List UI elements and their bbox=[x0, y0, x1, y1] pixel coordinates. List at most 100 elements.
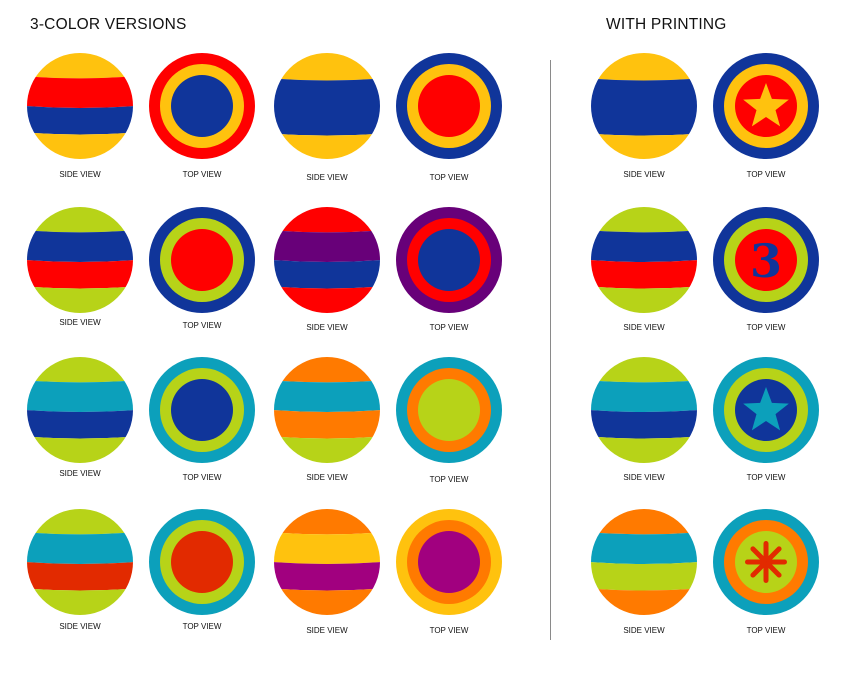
ball-side-view bbox=[274, 509, 380, 615]
ball-top-view bbox=[149, 207, 255, 313]
ball-ring bbox=[171, 229, 233, 291]
ball-top-view bbox=[149, 509, 255, 615]
ball-band bbox=[591, 437, 697, 464]
ball-ring bbox=[418, 379, 480, 441]
ball-band bbox=[591, 509, 697, 534]
ball-side-view bbox=[27, 357, 133, 463]
side-view-graphic bbox=[591, 357, 697, 463]
side-view-graphic bbox=[591, 53, 697, 159]
ball-band bbox=[591, 532, 697, 564]
side-view-caption: SIDE VIEW bbox=[267, 173, 387, 182]
ball-band bbox=[274, 287, 380, 314]
side-view-caption: SIDE VIEW bbox=[267, 473, 387, 482]
ball-top-view bbox=[396, 53, 502, 159]
ball-band bbox=[591, 589, 697, 616]
side-view-graphic bbox=[27, 357, 133, 463]
top-view-caption: TOP VIEW bbox=[706, 473, 826, 482]
number-print: 3 bbox=[750, 234, 782, 288]
ball-side-view bbox=[591, 357, 697, 463]
top-view-caption: TOP VIEW bbox=[389, 475, 509, 484]
ball-side-view bbox=[27, 509, 133, 615]
ball-ring bbox=[418, 75, 480, 137]
heading-with-printing: WITH PRINTING bbox=[606, 16, 727, 34]
ball-band bbox=[27, 133, 133, 160]
ball-top-view bbox=[713, 509, 819, 615]
top-view-graphic: 3 bbox=[713, 207, 819, 313]
ball-top-view bbox=[149, 357, 255, 463]
ball-band bbox=[274, 78, 380, 135]
top-view-graphic bbox=[149, 207, 255, 313]
ball-band bbox=[591, 207, 697, 232]
top-view-graphic bbox=[396, 53, 502, 159]
section-divider bbox=[550, 60, 551, 640]
ball-side-view bbox=[27, 207, 133, 313]
ball-band bbox=[27, 106, 133, 135]
heading-3-color-versions: 3-COLOR VERSIONS bbox=[30, 16, 187, 34]
ball-band bbox=[591, 357, 697, 382]
ball-band bbox=[27, 509, 133, 534]
top-view-caption: TOP VIEW bbox=[389, 323, 509, 332]
side-view-caption: SIDE VIEW bbox=[20, 318, 140, 327]
ball-band bbox=[274, 357, 380, 382]
ball-side-view bbox=[27, 53, 133, 159]
top-view-graphic bbox=[396, 357, 502, 463]
ball-ring bbox=[171, 531, 233, 593]
ball-top-view bbox=[713, 53, 819, 159]
top-view-caption: TOP VIEW bbox=[706, 323, 826, 332]
ball-band bbox=[274, 230, 380, 262]
ball-band bbox=[274, 380, 380, 412]
ball-side-view bbox=[591, 509, 697, 615]
side-view-caption: SIDE VIEW bbox=[267, 323, 387, 332]
ball-band bbox=[27, 357, 133, 382]
ball-band bbox=[27, 260, 133, 289]
ball-side-view bbox=[274, 53, 380, 159]
ball-band bbox=[274, 410, 380, 439]
top-view-caption: TOP VIEW bbox=[389, 626, 509, 635]
ball-side-view bbox=[274, 207, 380, 313]
ball-band bbox=[591, 134, 697, 159]
side-view-graphic bbox=[591, 509, 697, 615]
asterisk-print bbox=[745, 541, 787, 583]
top-view-caption: TOP VIEW bbox=[389, 173, 509, 182]
ball-band bbox=[27, 410, 133, 439]
ball-band bbox=[27, 287, 133, 314]
ball-ring bbox=[171, 379, 233, 441]
top-view-caption: TOP VIEW bbox=[142, 321, 262, 330]
side-view-graphic bbox=[27, 509, 133, 615]
ball-top-view: 3 bbox=[713, 207, 819, 313]
ball-top-view bbox=[713, 357, 819, 463]
ball-top-view bbox=[396, 509, 502, 615]
ball-top-view bbox=[396, 357, 502, 463]
ball-band bbox=[27, 207, 133, 232]
side-view-caption: SIDE VIEW bbox=[267, 626, 387, 635]
ball-band bbox=[591, 287, 697, 314]
ball-side-view bbox=[591, 207, 697, 313]
side-view-graphic bbox=[591, 207, 697, 313]
top-view-graphic bbox=[396, 509, 502, 615]
ball-band bbox=[27, 230, 133, 262]
ball-ring bbox=[418, 229, 480, 291]
ball-band bbox=[274, 134, 380, 159]
top-view-caption: TOP VIEW bbox=[706, 626, 826, 635]
side-view-graphic bbox=[27, 207, 133, 313]
ball-top-view bbox=[149, 53, 255, 159]
ball-band bbox=[27, 437, 133, 464]
ball-band bbox=[591, 53, 697, 80]
ball-band bbox=[274, 532, 380, 564]
side-view-caption: SIDE VIEW bbox=[584, 170, 704, 179]
top-view-graphic bbox=[713, 357, 819, 463]
ball-band bbox=[274, 207, 380, 232]
side-view-caption: SIDE VIEW bbox=[584, 473, 704, 482]
ball-band bbox=[591, 78, 697, 135]
top-view-caption: TOP VIEW bbox=[142, 170, 262, 179]
ball-ring bbox=[418, 531, 480, 593]
side-view-graphic bbox=[274, 509, 380, 615]
ball-band bbox=[274, 260, 380, 289]
ball-ring bbox=[171, 75, 233, 137]
ball-band bbox=[591, 230, 697, 262]
ball-band bbox=[591, 260, 697, 289]
top-view-graphic bbox=[149, 509, 255, 615]
ball-band bbox=[274, 509, 380, 534]
ball-band bbox=[27, 380, 133, 412]
ball-band bbox=[27, 53, 133, 78]
